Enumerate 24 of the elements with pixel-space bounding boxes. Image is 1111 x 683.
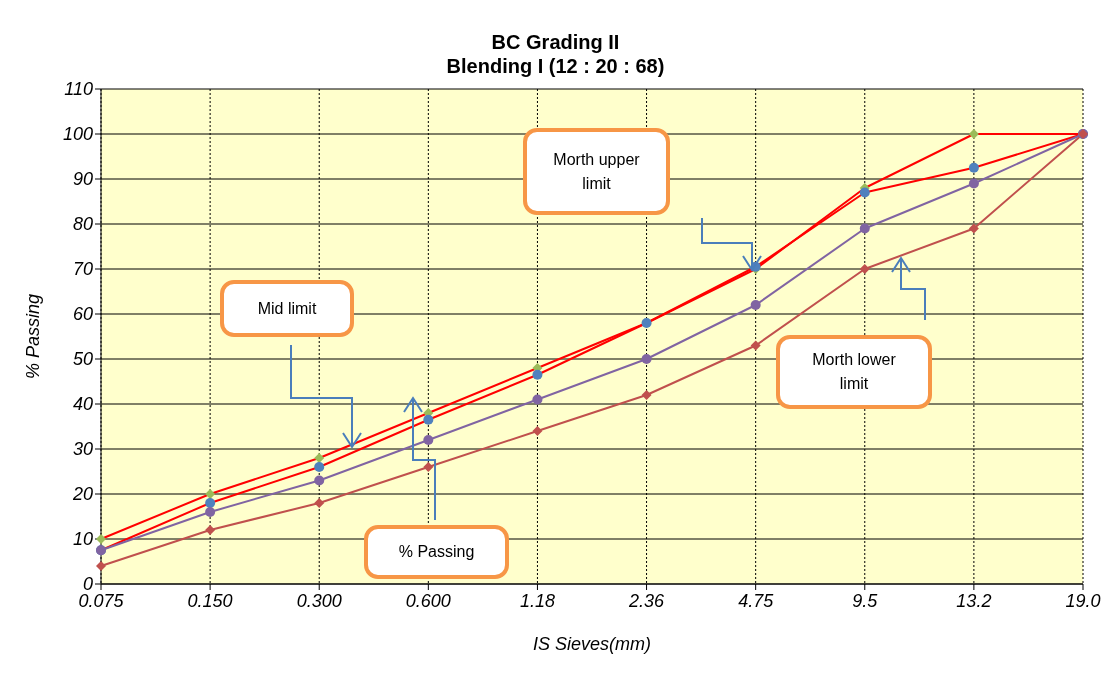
x-tick-label: 0.150 (187, 590, 233, 611)
y-tick-label: 110 (64, 79, 93, 100)
chart-subtitle: Blending I (12 : 20 : 68) (445, 54, 666, 78)
x-tick-label: 1.18 (519, 590, 555, 611)
x-tick-label: 0.300 (296, 590, 342, 611)
y-tick-label: 50 (72, 349, 93, 370)
chart-title: BC Grading II (490, 30, 621, 54)
x-tick-label: 4.75 (738, 590, 775, 611)
x-axis-title: IS Sieves(mm) (532, 634, 652, 654)
y-tick-label: 20 (71, 484, 93, 505)
x-tick-label: 19.0 (1065, 590, 1101, 611)
x-tick-label: 0.600 (405, 590, 451, 611)
y-tick-label: 60 (72, 304, 93, 325)
y-axis-title: % Passing (23, 293, 44, 380)
y-tick-label: 10 (72, 529, 93, 550)
x-tick-label: 2.36 (628, 590, 666, 611)
y-tick-label: 100 (62, 124, 93, 145)
y-tick-label: 70 (72, 259, 93, 280)
y-tick-label: 80 (72, 214, 93, 235)
y-tick-label: 40 (72, 394, 93, 415)
y-tick-label: 30 (72, 439, 93, 460)
x-tick-label: 13.2 (956, 590, 992, 611)
x-tick-label: 9.5 (852, 590, 879, 611)
y-tick-label: 90 (72, 169, 93, 190)
